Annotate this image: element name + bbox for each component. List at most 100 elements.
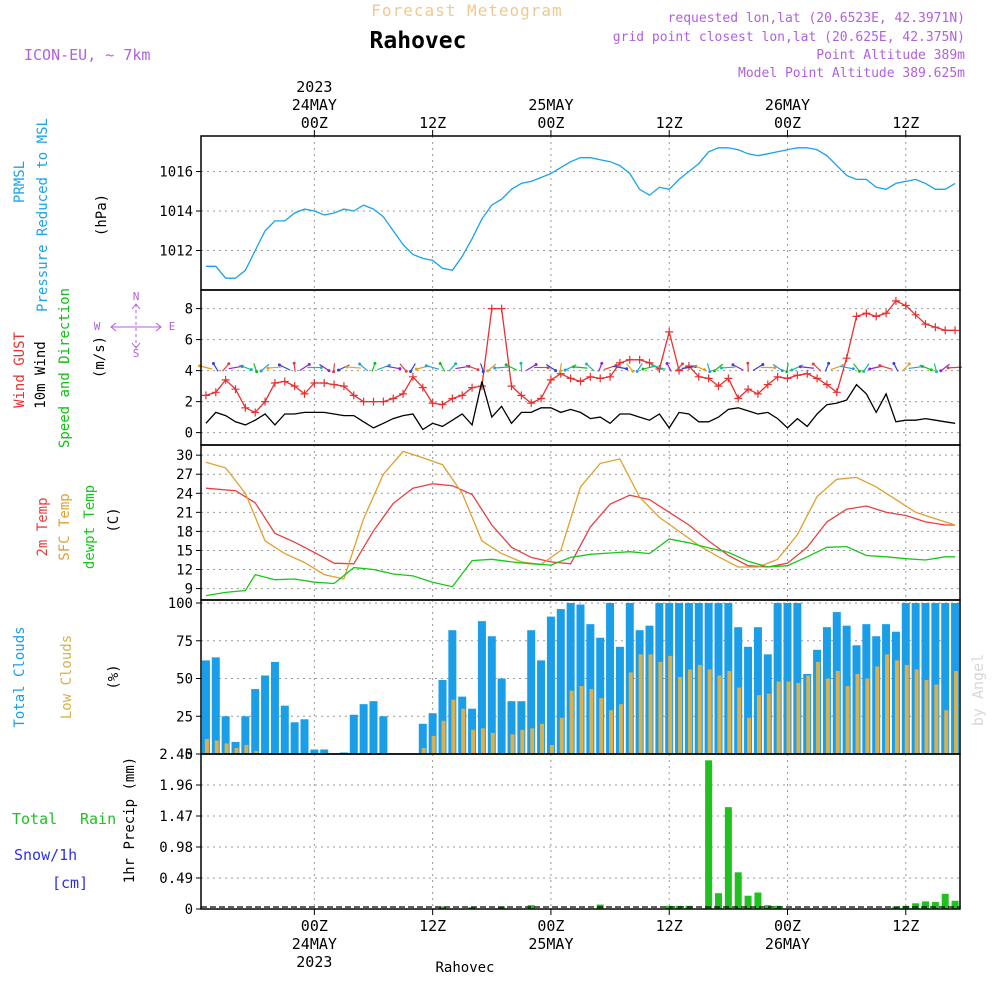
bottom-time-label: 12Z <box>419 917 446 935</box>
wind-arrow <box>800 366 815 369</box>
wind-arrow-head <box>857 369 861 373</box>
wind-arrow-head <box>292 361 296 365</box>
wind-arrow <box>410 363 416 372</box>
wind-arrow-head <box>635 369 639 373</box>
gust-marker <box>832 388 841 397</box>
gust-marker <box>251 408 260 417</box>
gust-marker <box>428 399 437 408</box>
gust-marker <box>645 358 654 367</box>
wind-arrow-head <box>907 362 911 366</box>
wind-arrow <box>239 364 252 371</box>
header: Forecast Meteogram Rahovec ICON-EU, ~ 7k… <box>24 1 965 81</box>
wind-arrow-head <box>255 370 259 374</box>
gust-marker <box>458 391 467 400</box>
rain-label: Rain <box>80 810 116 828</box>
wind-arrow <box>319 363 330 372</box>
wind-arrow-head <box>327 369 331 373</box>
top-time-label: 12Z <box>892 114 919 132</box>
wind-arrow <box>386 365 401 370</box>
y-tick-label: 25 <box>176 709 193 725</box>
bar-low_clouds <box>569 690 574 754</box>
wind-arrow <box>713 363 724 372</box>
pressure-msl-label: Pressure Reduced to MSL <box>35 118 51 312</box>
gust-marker <box>655 365 664 374</box>
bar-total_clouds <box>596 637 605 754</box>
y-tick-label: 0.49 <box>159 871 193 887</box>
bar-low_clouds <box>766 693 771 754</box>
wind-arrow-head <box>746 361 750 365</box>
gust-marker <box>389 394 398 403</box>
bottom-time-label: 26MAY <box>765 935 810 953</box>
bar-low_clouds <box>254 750 259 754</box>
bar-low_clouds <box>806 675 811 754</box>
wind-arrow-head <box>712 369 716 373</box>
gust-marker <box>813 374 822 383</box>
bar-low_clouds <box>431 735 436 754</box>
y-tick-label: 100 <box>168 596 193 612</box>
gust-marker <box>408 372 417 381</box>
wind-arrow <box>675 363 683 372</box>
bar-total_clouds <box>320 749 329 754</box>
bar-low_clouds <box>628 672 633 754</box>
bar-total_clouds <box>369 701 378 754</box>
wind-arrow <box>853 363 860 372</box>
gust-marker <box>418 383 427 392</box>
gust-marker <box>931 323 940 332</box>
gust-marker <box>724 374 733 383</box>
bottom-time-label: 25MAY <box>528 935 573 953</box>
gust-marker <box>596 374 605 383</box>
bar-low_clouds <box>727 670 732 754</box>
wind-arrow-head <box>625 367 629 371</box>
gust-marker <box>635 355 644 364</box>
bar-low_clouds <box>510 734 515 754</box>
hpa-unit-label: (hPa) <box>94 194 110 236</box>
bar-low_clouds <box>904 664 909 754</box>
bar-total_clouds <box>487 636 496 754</box>
wind-arrow-head <box>851 367 855 371</box>
bar-total_clouds <box>418 723 427 754</box>
y-tick-label: 0 <box>185 426 193 442</box>
wind-arrow-head <box>731 363 735 367</box>
gust-marker <box>734 394 743 403</box>
y-tick-label: 30 <box>176 448 193 464</box>
gust-marker <box>221 375 230 384</box>
bar-low_clouds <box>441 720 446 754</box>
bar-rain <box>931 902 939 909</box>
bar-low_clouds <box>865 678 870 754</box>
bar-total_clouds <box>576 604 585 754</box>
bar-total_clouds <box>566 603 575 754</box>
bar-low_clouds <box>658 661 663 754</box>
gust-marker <box>714 382 723 391</box>
bar-low_clouds <box>756 695 761 754</box>
wind-arrow-head <box>438 362 442 366</box>
gust-marker <box>921 320 930 329</box>
bar-low_clouds <box>687 669 692 754</box>
bar-rain <box>754 892 762 909</box>
wind-arrow <box>526 363 537 372</box>
bar-total_clouds <box>783 603 792 754</box>
wind-arrow-head <box>785 370 789 374</box>
bar-total_clouds <box>310 749 319 754</box>
bar-total_clouds <box>201 660 210 754</box>
bar-low_clouds <box>668 655 673 754</box>
wind-gust-label: Wind GUST <box>12 332 28 408</box>
wind-arrow <box>812 363 822 372</box>
wind-arrow <box>455 365 470 370</box>
snow-label: Snow/1h <box>14 846 77 864</box>
bar-low_clouds <box>599 698 604 754</box>
bar-low_clouds <box>471 729 476 754</box>
series-line-pressure <box>205 147 956 279</box>
bar-rain <box>941 893 949 909</box>
wind-arrow-head <box>409 369 413 373</box>
panels: 1012101410160246891215182124273002550751… <box>159 135 963 918</box>
compass-e: E <box>169 320 176 333</box>
gust-marker <box>665 327 674 336</box>
gust-marker <box>438 400 447 409</box>
panel-pressure: 1012 1014 1016 <box>159 135 961 291</box>
bar-total_clouds <box>349 714 358 754</box>
bar-total_clouds <box>241 716 250 754</box>
panel-temperature: 9 12 15 18 21 24 27 30 <box>176 444 961 601</box>
y-tick-label: 0 <box>185 747 193 763</box>
wind-arrow-head <box>572 365 576 369</box>
